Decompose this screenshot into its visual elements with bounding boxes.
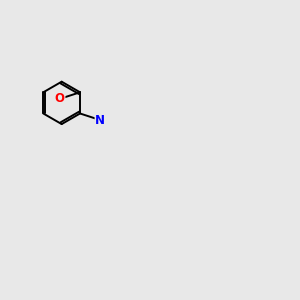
Text: O: O [55, 92, 65, 105]
Text: N: N [95, 113, 105, 127]
